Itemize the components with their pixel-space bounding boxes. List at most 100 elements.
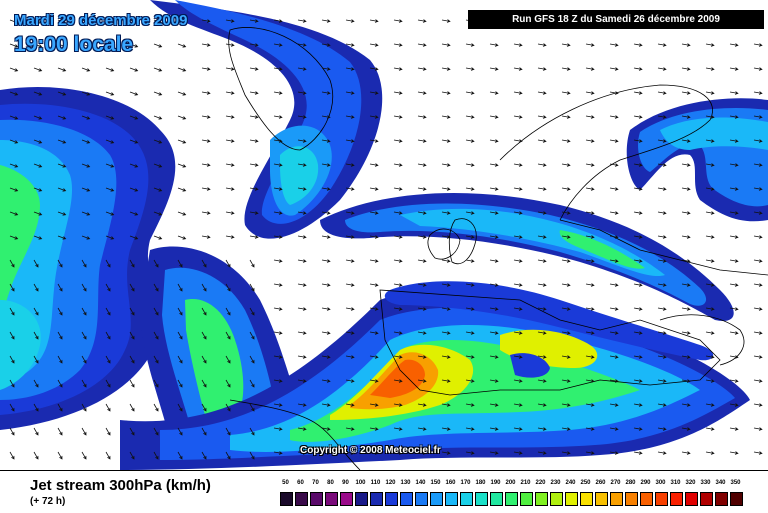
copyright-label: Copyright © 2008 Meteociel.fr <box>300 445 441 456</box>
wind-arrow <box>177 163 187 168</box>
wind-arrow <box>273 355 283 359</box>
wind-arrow <box>297 379 307 383</box>
wind-arrow <box>633 211 643 215</box>
wind-arrow <box>369 115 379 119</box>
wind-arrow <box>489 139 499 143</box>
wind-arrow <box>705 451 715 455</box>
wind-arrow <box>753 379 763 383</box>
legend-swatch <box>520 492 533 506</box>
wind-arrow <box>393 115 403 119</box>
wind-arrow <box>633 259 643 263</box>
wind-arrow <box>633 379 643 383</box>
wind-arrow <box>729 115 739 119</box>
wind-arrow <box>81 163 91 168</box>
weather-map: Mardi 29 décembre 2009 19:00 locale Run … <box>0 0 768 470</box>
wind-arrow <box>681 427 691 431</box>
wind-arrow <box>57 187 67 192</box>
legend-swatch <box>415 492 428 506</box>
wind-arrow <box>177 307 183 316</box>
wind-arrow <box>129 427 135 436</box>
wind-arrow <box>585 187 595 191</box>
wind-arrow <box>321 355 331 359</box>
wind-arrow <box>537 451 547 455</box>
wind-arrow <box>297 67 307 71</box>
wind-arrow <box>489 379 499 383</box>
wind-arrow <box>33 355 39 364</box>
wind-arrow <box>393 379 403 383</box>
wind-arrow <box>489 403 499 407</box>
wind-arrow <box>441 283 451 287</box>
wind-arrow <box>249 379 255 388</box>
wind-arrow <box>345 403 355 407</box>
wind-arrow <box>321 283 331 287</box>
wind-arrow <box>681 451 691 455</box>
legend-swatch <box>625 492 638 506</box>
wind-arrow <box>345 451 355 455</box>
wind-arrow <box>393 283 403 287</box>
wind-arrow <box>225 331 231 340</box>
wind-arrow <box>753 355 763 359</box>
wind-arrow <box>153 19 163 24</box>
wind-arrow <box>105 235 115 240</box>
wind-arrow <box>105 403 111 412</box>
wind-arrow <box>609 163 619 167</box>
wind-arrow <box>417 91 427 95</box>
legend-swatch <box>370 492 383 506</box>
legend-swatch <box>730 492 743 506</box>
legend-label: 310 <box>670 480 681 486</box>
wind-arrow <box>609 451 619 455</box>
wind-arrow <box>753 451 763 455</box>
legend-label: 60 <box>297 480 304 486</box>
wind-arrow <box>585 211 595 215</box>
wind-arrow <box>81 187 91 192</box>
wind-arrow <box>609 283 619 287</box>
wind-arrow <box>345 355 355 359</box>
wind-arrow <box>561 355 571 359</box>
wind-arrow <box>33 331 39 340</box>
wind-arrow <box>9 259 15 268</box>
wind-arrow <box>153 427 159 436</box>
wind-arrow <box>57 451 63 460</box>
wind-arrow <box>153 331 159 340</box>
wind-arrow <box>249 355 255 364</box>
wind-arrow <box>585 307 595 311</box>
wind-arrow <box>609 355 619 359</box>
wind-arrow <box>753 403 763 407</box>
wind-arrow <box>369 355 379 359</box>
legend-swatch <box>325 492 338 506</box>
legend-label: 100 <box>355 480 366 486</box>
wind-arrow <box>81 211 91 216</box>
wind-arrow <box>633 139 643 143</box>
wind-arrow <box>561 91 571 95</box>
wind-arrow <box>273 283 283 287</box>
wind-arrow <box>393 355 403 359</box>
wind-arrow <box>417 259 427 263</box>
wind-arrow <box>657 307 667 311</box>
wind-arrow <box>369 187 379 191</box>
wind-arrow <box>297 115 307 119</box>
wind-arrow <box>129 259 135 268</box>
wind-arrow <box>273 307 283 311</box>
wind-arrow <box>369 67 379 71</box>
wind-arrow <box>729 235 739 239</box>
wind-arrow <box>513 235 523 239</box>
wind-arrow <box>441 91 451 95</box>
wind-arrow <box>225 139 235 143</box>
wind-arrow <box>465 43 475 47</box>
wind-arrow <box>705 355 715 359</box>
wind-arrow <box>249 331 255 340</box>
wind-arrow <box>33 211 43 216</box>
wind-arrow <box>417 67 427 71</box>
wind-arrow <box>705 43 715 47</box>
wind-arrow <box>57 403 63 412</box>
wind-arrow <box>513 403 523 407</box>
wind-arrow <box>81 235 91 240</box>
wind-arrow <box>9 43 19 48</box>
wind-arrow <box>81 427 87 436</box>
color-legend: 50 60 70 80 90 100 110 120 130 140 150 160 170 180 190… <box>280 480 752 510</box>
wind-arrow <box>513 427 523 431</box>
wind-arrow <box>633 307 643 311</box>
wind-arrow <box>129 187 139 192</box>
legend-label: 250 <box>580 480 591 486</box>
wind-arrow <box>561 451 571 455</box>
